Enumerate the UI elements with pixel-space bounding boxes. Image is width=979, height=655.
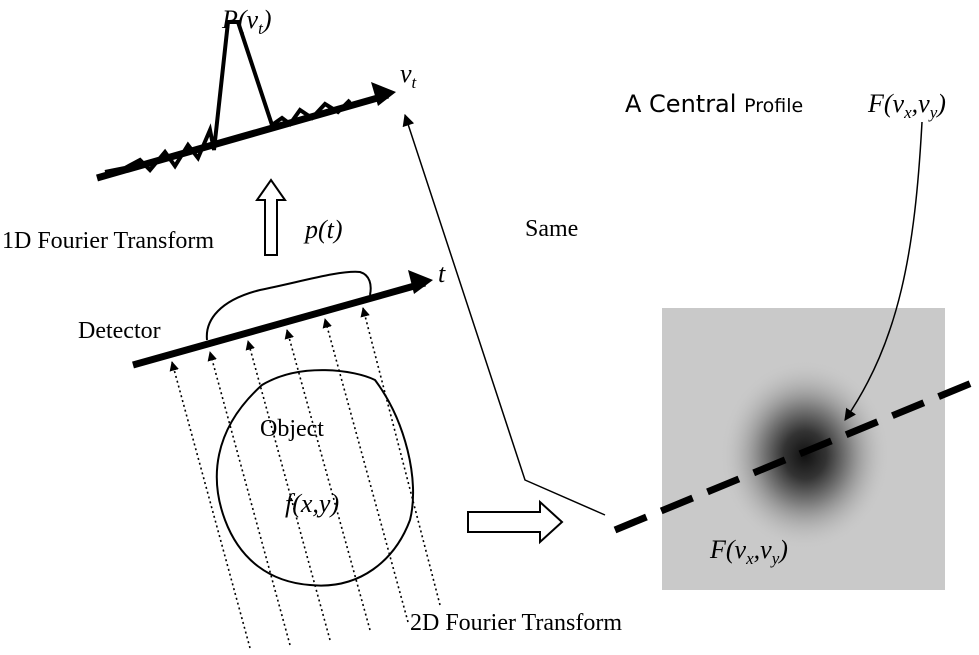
object-outline bbox=[217, 370, 413, 585]
diagram: P(νt) νt 1D Fourier Transform p(t) t Det… bbox=[0, 0, 979, 655]
same-label: Same bbox=[525, 216, 578, 242]
fourier-image: F(νx,νy) bbox=[615, 308, 979, 590]
time-axis-label: t bbox=[438, 259, 446, 288]
hollow-arrow bbox=[257, 180, 285, 255]
fourier-1d-label: 1D Fourier Transform bbox=[2, 228, 214, 254]
hollow-arrow bbox=[468, 502, 562, 542]
spectrum-label: P(νt) bbox=[221, 5, 272, 38]
fourier-2d-label: 2D Fourier Transform bbox=[410, 610, 622, 636]
detector: t Detector bbox=[78, 259, 446, 648]
profile-function-label: F(νx,νy) bbox=[867, 89, 946, 122]
spectrum-plot: P(νt) νt bbox=[97, 5, 418, 178]
frequency-axis-label: νt bbox=[400, 59, 418, 92]
central-profile-label: A Central Profile bbox=[625, 90, 803, 118]
object-label: Object bbox=[260, 416, 324, 442]
detector-label: Detector bbox=[78, 318, 161, 344]
projection-label: p(t) bbox=[303, 215, 343, 244]
same-arrow bbox=[405, 115, 605, 515]
object-function-label: f(x,y) bbox=[285, 489, 339, 518]
